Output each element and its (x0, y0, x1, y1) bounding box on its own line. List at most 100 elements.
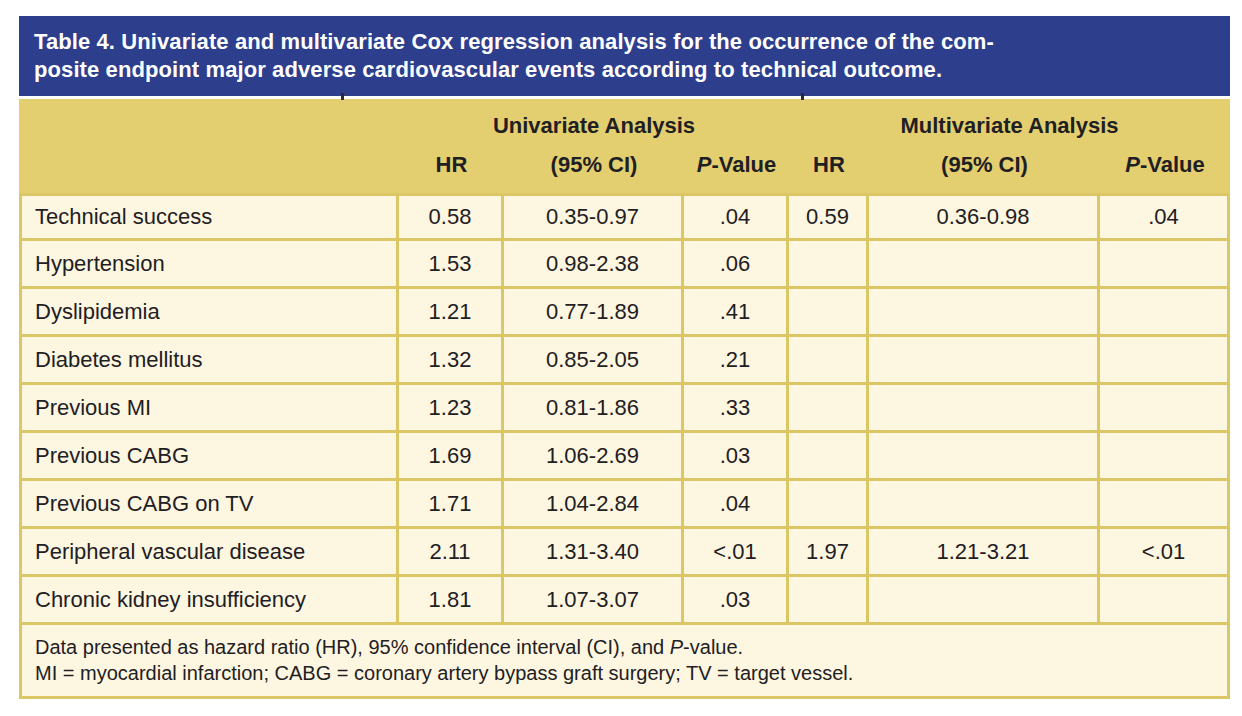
cell-multivariate-ci: 0.36-0.98 (869, 193, 1100, 241)
table-body: Technical success0.580.35-0.97.040.590.3… (19, 193, 1230, 625)
cell-univariate-ci: 1.07-3.07 (504, 577, 684, 625)
row-label: Peripheral vascular disease (19, 529, 399, 577)
cell-univariate-p: .04 (684, 193, 789, 241)
cell-multivariate-p: <.01 (1100, 529, 1230, 577)
cell-univariate-ci: 1.31-3.40 (504, 529, 684, 577)
table-row: Peripheral vascular disease2.111.31-3.40… (19, 529, 1230, 577)
table-row: Dyslipidemia1.210.77-1.89.41 (19, 289, 1230, 337)
table-row: Diabetes mellitus1.320.85-2.05.21 (19, 337, 1230, 385)
cell-univariate-ci: 1.06-2.69 (504, 433, 684, 481)
cell-univariate-hr: 1.53 (399, 241, 504, 289)
p-italic: P (1125, 152, 1140, 177)
cell-univariate-p: .03 (684, 433, 789, 481)
cell-univariate-hr: 1.81 (399, 577, 504, 625)
row-label: Hypertension (19, 241, 399, 289)
cell-univariate-ci: 0.98-2.38 (504, 241, 684, 289)
table-row: Previous CABG1.691.06-2.69.03 (19, 433, 1230, 481)
col-header-multivariate-hr: HR (789, 145, 869, 193)
cell-multivariate-hr (789, 577, 869, 625)
group-header-multivariate: Multivariate Analysis (789, 99, 1230, 145)
table-row: Previous MI1.230.81-1.86.33 (19, 385, 1230, 433)
cell-multivariate-hr: 1.97 (789, 529, 869, 577)
cell-univariate-hr: 1.71 (399, 481, 504, 529)
header-empty-cell (19, 99, 399, 145)
cell-univariate-hr: 2.11 (399, 529, 504, 577)
cell-multivariate-ci (869, 337, 1100, 385)
cell-univariate-ci: 0.77-1.89 (504, 289, 684, 337)
cell-multivariate-p (1100, 289, 1230, 337)
cell-multivariate-hr (789, 385, 869, 433)
table-row: Chronic kidney insufficiency1.811.07-3.0… (19, 577, 1230, 625)
cell-univariate-ci: 0.81-1.86 (504, 385, 684, 433)
cell-univariate-p: .41 (684, 289, 789, 337)
cell-multivariate-hr (789, 289, 869, 337)
cell-univariate-p: .03 (684, 577, 789, 625)
cell-multivariate-hr (789, 337, 869, 385)
cell-multivariate-p (1100, 577, 1230, 625)
table-title-line-1: Table 4. Univariate and multivariate Cox… (34, 28, 1215, 56)
table-figure: Table 4. Univariate and multivariate Cox… (19, 16, 1230, 699)
cell-multivariate-ci (869, 289, 1100, 337)
cell-multivariate-ci: 1.21-3.21 (869, 529, 1100, 577)
cell-multivariate-hr (789, 241, 869, 289)
cell-multivariate-p (1100, 433, 1230, 481)
cox-regression-table: Univariate Analysis Multivariate Analysi… (19, 99, 1230, 699)
group-header-univariate: Univariate Analysis (399, 99, 789, 145)
cell-multivariate-ci (869, 577, 1100, 625)
col-header-univariate-hr: HR (399, 145, 504, 193)
row-label: Chronic kidney insufficiency (19, 577, 399, 625)
table-title-bar: Table 4. Univariate and multivariate Cox… (19, 16, 1230, 96)
header-empty-cell (19, 145, 399, 193)
table-header: Univariate Analysis Multivariate Analysi… (19, 99, 1230, 193)
cell-univariate-p: .04 (684, 481, 789, 529)
cell-univariate-ci: 0.85-2.05 (504, 337, 684, 385)
row-label: Previous CABG (19, 433, 399, 481)
cell-multivariate-p (1100, 241, 1230, 289)
p-rest: -Value (1140, 152, 1205, 177)
cell-multivariate-p (1100, 481, 1230, 529)
col-header-univariate-ci: (95% CI) (504, 145, 684, 193)
cell-multivariate-ci (869, 481, 1100, 529)
cell-multivariate-hr (789, 481, 869, 529)
cell-multivariate-hr: 0.59 (789, 193, 869, 241)
footnotes-cell: Data presented as hazard ratio (HR), 95%… (19, 625, 1230, 699)
table-title-line-2: posite endpoint major adverse cardiovasc… (34, 56, 1215, 84)
group-header-row: Univariate Analysis Multivariate Analysi… (19, 99, 1230, 145)
cell-multivariate-p (1100, 385, 1230, 433)
sub-header-row: HR (95% CI) P-Value HR (95% CI) P-Value (19, 145, 1230, 193)
cell-univariate-hr: 1.23 (399, 385, 504, 433)
row-label: Previous CABG on TV (19, 481, 399, 529)
row-label: Dyslipidemia (19, 289, 399, 337)
cell-univariate-p: .33 (684, 385, 789, 433)
cell-multivariate-p (1100, 337, 1230, 385)
cell-multivariate-ci (869, 433, 1100, 481)
p-italic: P (697, 152, 712, 177)
row-label: Diabetes mellitus (19, 337, 399, 385)
col-header-univariate-p: P-Value (684, 145, 789, 193)
cell-univariate-ci: 0.35-0.97 (504, 193, 684, 241)
cell-univariate-hr: 1.21 (399, 289, 504, 337)
cell-multivariate-ci (869, 241, 1100, 289)
cell-univariate-ci: 1.04-2.84 (504, 481, 684, 529)
cell-univariate-hr: 0.58 (399, 193, 504, 241)
cell-univariate-hr: 1.32 (399, 337, 504, 385)
table-row: Hypertension1.530.98-2.38.06 (19, 241, 1230, 289)
col-header-multivariate-p: P-Value (1100, 145, 1230, 193)
table-row: Technical success0.580.35-0.97.040.590.3… (19, 193, 1230, 241)
table-footer: Data presented as hazard ratio (HR), 95%… (19, 625, 1230, 699)
table-row: Previous CABG on TV1.711.04-2.84.04 (19, 481, 1230, 529)
row-label: Technical success (19, 193, 399, 241)
footnote-line-2: MI = myocardial infarction; CABG = coron… (35, 660, 1214, 686)
cell-univariate-p: .06 (684, 241, 789, 289)
cell-univariate-hr: 1.69 (399, 433, 504, 481)
row-label: Previous MI (19, 385, 399, 433)
cell-multivariate-hr (789, 433, 869, 481)
column-rule-mark (341, 93, 344, 100)
cell-univariate-p: <.01 (684, 529, 789, 577)
column-rule-mark (801, 93, 804, 100)
cell-multivariate-ci (869, 385, 1100, 433)
p-rest: -Value (711, 152, 776, 177)
footnote-row: Data presented as hazard ratio (HR), 95%… (19, 625, 1230, 699)
cell-univariate-p: .21 (684, 337, 789, 385)
footnote-line-1: Data presented as hazard ratio (HR), 95%… (35, 634, 1214, 660)
